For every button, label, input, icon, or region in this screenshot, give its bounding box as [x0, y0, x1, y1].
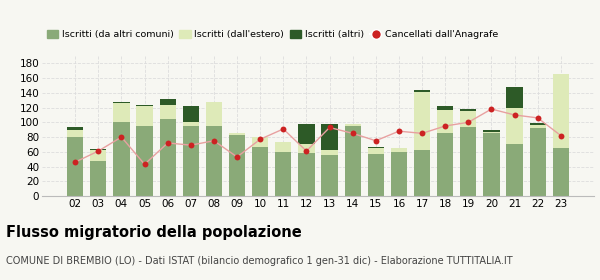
Point — [232, 155, 242, 159]
Point — [302, 149, 311, 153]
Bar — [322, 155, 338, 196]
Point — [94, 149, 103, 153]
Bar — [460, 109, 476, 111]
Bar — [460, 127, 476, 196]
Text: Flusso migratorio della popolazione: Flusso migratorio della popolazione — [6, 225, 302, 241]
Bar — [322, 150, 338, 155]
Bar — [506, 144, 523, 196]
Bar — [136, 105, 152, 106]
Bar — [90, 150, 106, 161]
Text: COMUNE DI BREMBIO (LO) - Dati ISTAT (bilancio demografico 1 gen-31 dic) - Elabor: COMUNE DI BREMBIO (LO) - Dati ISTAT (bil… — [6, 256, 512, 266]
Bar — [530, 125, 546, 128]
Bar — [437, 110, 453, 133]
Bar — [344, 126, 361, 196]
Bar — [160, 119, 176, 196]
Point — [140, 162, 149, 167]
Point — [487, 107, 496, 111]
Bar — [90, 149, 106, 150]
Bar — [206, 102, 222, 126]
Bar — [530, 123, 546, 125]
Bar — [136, 106, 152, 126]
Point — [556, 133, 566, 138]
Bar — [229, 135, 245, 196]
Bar — [252, 137, 268, 147]
Point — [371, 139, 380, 143]
Bar — [298, 144, 314, 153]
Point — [209, 139, 219, 143]
Bar — [460, 111, 476, 127]
Bar — [437, 133, 453, 196]
Bar — [136, 126, 152, 196]
Bar — [391, 148, 407, 152]
Bar — [530, 128, 546, 196]
Bar — [368, 148, 384, 154]
Bar — [553, 74, 569, 148]
Bar — [506, 87, 523, 108]
Bar — [484, 133, 500, 196]
Point — [348, 131, 358, 136]
Point — [325, 125, 334, 130]
Bar — [506, 108, 523, 144]
Point — [417, 131, 427, 136]
Bar — [160, 105, 176, 119]
Bar — [206, 126, 222, 196]
Bar — [67, 127, 83, 130]
Bar — [113, 102, 130, 103]
Bar — [275, 152, 292, 196]
Bar — [437, 106, 453, 110]
Bar — [484, 132, 500, 133]
Bar — [322, 124, 338, 150]
Bar — [183, 126, 199, 196]
Point — [163, 141, 172, 145]
Bar — [90, 161, 106, 196]
Bar — [67, 130, 83, 137]
Bar — [229, 133, 245, 135]
Bar — [113, 122, 130, 196]
Bar — [553, 148, 569, 196]
Bar — [391, 152, 407, 196]
Bar — [183, 122, 199, 126]
Bar — [414, 90, 430, 92]
Bar — [275, 142, 292, 152]
Bar — [67, 137, 83, 196]
Point — [116, 135, 126, 139]
Bar — [414, 150, 430, 196]
Bar — [368, 147, 384, 148]
Point — [440, 124, 450, 128]
Bar — [344, 124, 361, 126]
Point — [70, 160, 80, 164]
Bar — [298, 153, 314, 196]
Bar — [298, 124, 314, 144]
Point — [533, 116, 542, 120]
Bar — [252, 147, 268, 196]
Bar — [160, 99, 176, 105]
Bar — [113, 103, 130, 122]
Point — [394, 129, 404, 133]
Bar — [414, 92, 430, 150]
Point — [464, 120, 473, 125]
Legend: Iscritti (da altri comuni), Iscritti (dall'estero), Iscritti (altri), Cancellati: Iscritti (da altri comuni), Iscritti (da… — [47, 30, 498, 39]
Point — [510, 113, 520, 117]
Point — [256, 137, 265, 141]
Bar — [368, 154, 384, 196]
Point — [186, 143, 196, 147]
Point — [278, 127, 288, 131]
Bar — [183, 106, 199, 122]
Bar — [484, 130, 500, 132]
